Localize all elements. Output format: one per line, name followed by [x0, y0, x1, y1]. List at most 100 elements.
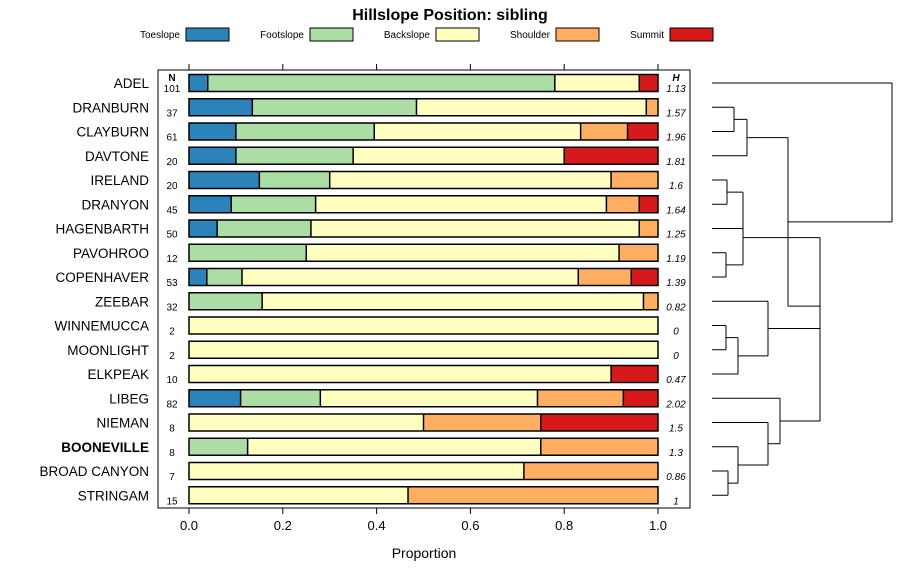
x-tick-label: 0.2	[274, 518, 292, 533]
row-h-copenhaver: 1.39	[666, 278, 686, 289]
row-h-moonlight: 0	[673, 351, 679, 362]
bar-segment-pavohroo-backslope	[306, 244, 620, 262]
bar-segment-booneville-backslope	[247, 438, 541, 456]
bar-segment-hagenbarth-footslope	[217, 220, 311, 237]
bar-segment-dranyon-footslope	[231, 195, 316, 213]
row-h-booneville: 1.3	[669, 448, 683, 459]
bar-outline-nieman	[188, 413, 659, 432]
bar-segment-davtone-backslope	[353, 147, 565, 165]
bar-segment-zeebar-shoulder	[643, 292, 658, 310]
bar-segment-adel-footslope	[207, 74, 555, 92]
bar-segment-dranburn-footslope	[252, 98, 417, 116]
bar-outline-booneville	[188, 437, 659, 456]
bar-segment-clayburn-shoulder	[580, 123, 628, 140]
row-label-adel: ADEL	[114, 76, 150, 91]
row-n-copenhaver: 53	[166, 278, 178, 289]
legend: Toeslope Footslope Backslope Shoulder Summit	[140, 27, 714, 42]
legend-swatch-toeslope	[185, 27, 230, 42]
row-label-ireland: IRELAND	[90, 173, 149, 188]
legend-label-toeslope: Toeslope	[140, 30, 180, 41]
legend-label-footslope: Footslope	[260, 30, 304, 41]
row-n-winnemucca: 2	[169, 327, 175, 338]
row-label-broad-canyon: BROAD CANYON	[39, 464, 149, 479]
row-n-libeg: 82	[166, 399, 178, 410]
row-n-adel: 101	[164, 84, 181, 95]
row-h-dranburn: 1.57	[666, 108, 686, 119]
row-h-nieman: 1.5	[669, 424, 683, 435]
bar-segment-dranburn-shoulder	[646, 98, 658, 116]
bar-segment-nieman-shoulder	[423, 414, 541, 431]
bar-segment-copenhaver-footslope	[206, 268, 242, 286]
bar-segment-broad-canyon-backslope	[189, 462, 524, 480]
bar-segment-adel-summit	[639, 74, 658, 92]
row-h-libeg: 2.02	[665, 399, 686, 410]
bar-segment-nieman-summit	[540, 414, 658, 431]
bar-segment-dranyon-backslope	[315, 195, 607, 213]
legend-swatch-backslope	[435, 27, 480, 42]
bar-segment-elkpeak-summit	[611, 365, 658, 383]
bar-segment-booneville-shoulder	[540, 438, 658, 456]
row-label-winnemucca: WINNEMUCCA	[55, 319, 150, 334]
bar-outline-broad-canyon	[188, 461, 659, 481]
bar-segment-dranburn-toeslope	[189, 98, 253, 116]
bar-outline-stringam	[188, 486, 659, 505]
bar-segment-libeg-backslope	[320, 389, 538, 407]
bar-segment-zeebar-backslope	[262, 292, 644, 310]
bar-segment-adel-toeslope	[189, 74, 208, 92]
bar-segment-davtone-summit	[564, 147, 658, 165]
row-n-stringam: 15	[166, 496, 178, 507]
bar-segment-dranyon-shoulder	[606, 195, 640, 213]
x-tick-label: 0.0	[180, 518, 198, 533]
bar-outline-ireland	[188, 170, 659, 190]
bar-outline-winnemucca	[188, 316, 659, 335]
bar-segment-libeg-shoulder	[537, 389, 624, 407]
row-n-pavohroo: 12	[166, 254, 178, 265]
bar-segment-copenhaver-backslope	[241, 268, 579, 286]
bar-segment-davtone-footslope	[235, 147, 354, 165]
bar-outline-elkpeak	[188, 364, 659, 384]
row-label-clayburn: CLAYBURN	[76, 125, 149, 140]
legend-label-backslope: Backslope	[384, 30, 431, 41]
bar-segment-hagenbarth-backslope	[310, 220, 640, 237]
bar-segment-dranburn-backslope	[416, 98, 647, 116]
bar-segment-libeg-footslope	[240, 389, 321, 407]
x-axis: 0.0 0.2 0.4 0.6 0.8 1.0	[180, 64, 667, 533]
row-h-broad-canyon: 0.86	[666, 472, 686, 483]
bar-outline-davtone	[188, 146, 659, 165]
row-label-booneville: BOONEVILLE	[61, 440, 149, 455]
plot-frame	[157, 69, 691, 509]
bar-segment-copenhaver-toeslope	[189, 268, 207, 286]
bar-segment-libeg-summit	[623, 389, 658, 407]
row-h-ireland: 1.6	[669, 181, 683, 192]
row-n-hagenbarth: 50	[166, 230, 178, 241]
row-n-ireland: 20	[166, 181, 178, 192]
bar-segment-clayburn-summit	[627, 123, 658, 140]
row-label-libeg: LIBEG	[109, 391, 149, 406]
x-axis-label: Proportion	[392, 545, 457, 561]
bar-outline-copenhaver	[188, 267, 659, 287]
h-header: H	[672, 73, 680, 84]
bar-segment-ireland-toeslope	[189, 171, 260, 189]
x-tick-label: 1.0	[649, 518, 667, 533]
bar-outline-hagenbarth	[188, 219, 659, 238]
bar-outline-zeebar	[188, 292, 659, 311]
legend-swatch-footslope	[309, 27, 354, 42]
row-label-copenhaver: COPENHAVER	[55, 270, 149, 285]
bar-segment-zeebar-footslope	[189, 292, 263, 310]
row-n-dranburn: 37	[166, 108, 178, 119]
x-tick-label: 0.4	[368, 518, 386, 533]
row-label-stringam: STRINGAM	[78, 488, 149, 503]
row-label-moonlight: MOONLIGHT	[67, 343, 149, 358]
bar-outline-moonlight	[188, 340, 659, 359]
n-header: N	[168, 73, 175, 84]
bar-segment-clayburn-toeslope	[189, 123, 236, 140]
bar-segment-ireland-shoulder	[611, 171, 658, 189]
row-label-dranyon: DRANYON	[81, 197, 149, 212]
legend-label-summit: Summit	[630, 30, 664, 41]
row-n-nieman: 8	[169, 424, 175, 435]
row-h-hagenbarth: 1.25	[666, 230, 686, 241]
bar-segment-dranyon-summit	[639, 195, 658, 213]
bar-outline-dranyon	[188, 195, 659, 214]
